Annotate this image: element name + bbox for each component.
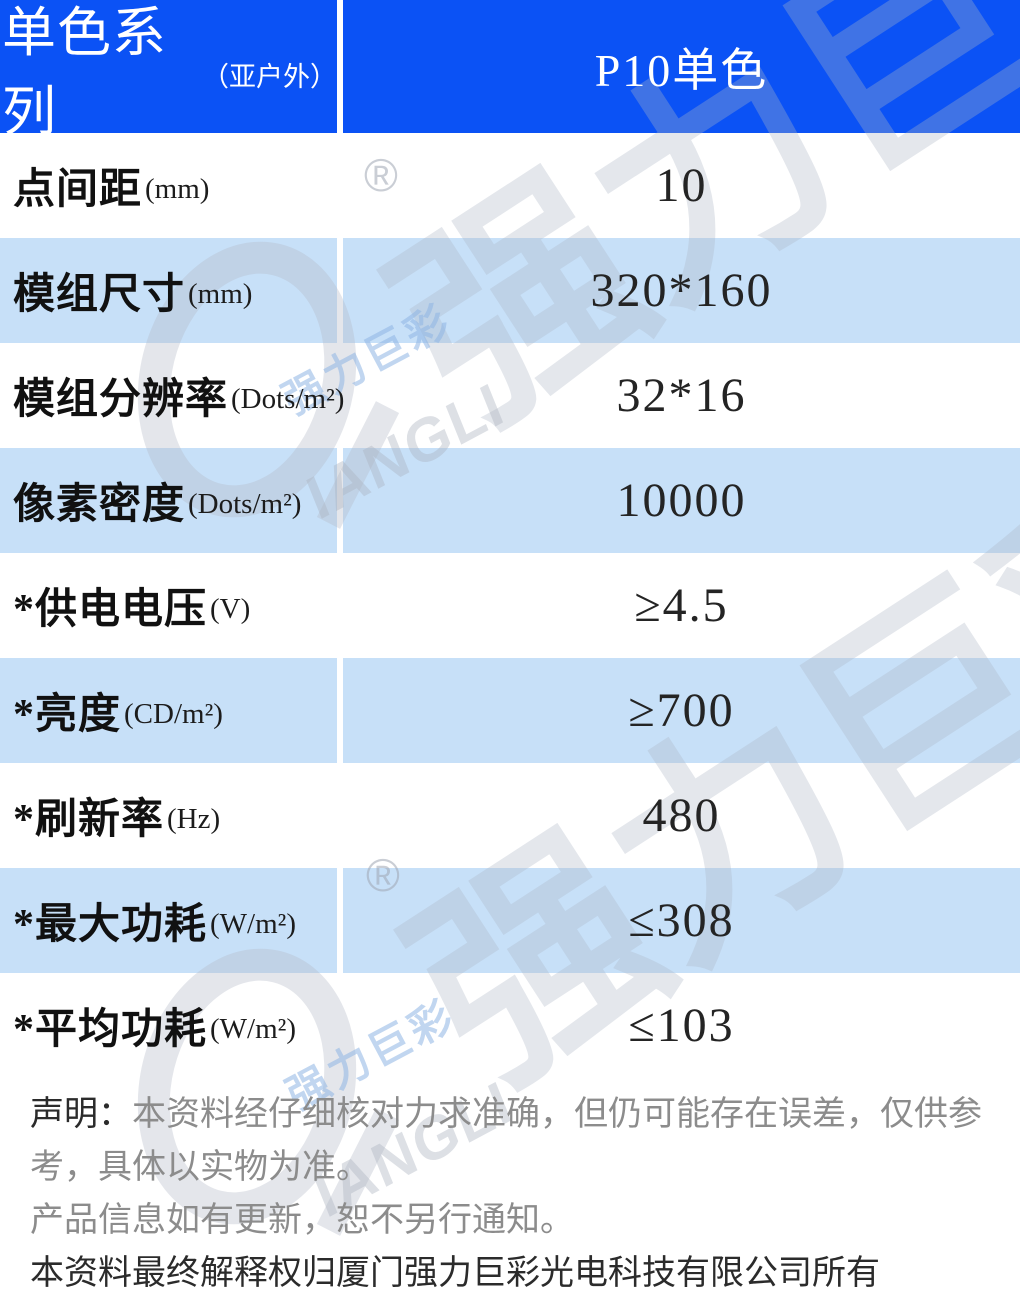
spec-unit: (mm) xyxy=(188,278,253,310)
spec-value-cell: 10000 xyxy=(343,448,1020,553)
spec-value-cell: ≤308 xyxy=(343,868,1020,973)
spec-label-cell: *平均功耗 (W/m²) xyxy=(0,973,337,1078)
spec-unit: (Hz) xyxy=(167,803,221,835)
header-product-cell: P10单色 xyxy=(343,0,1020,133)
spec-value-cell: 480 xyxy=(343,763,1020,868)
spec-unit: (mm) xyxy=(145,173,210,205)
spec-label-cell: 像素密度 (Dots/m²) xyxy=(0,448,337,553)
spec-value: ≥4.5 xyxy=(634,579,729,632)
spec-value-cell: ≥4.5 xyxy=(343,553,1020,658)
disclaimer-paragraph: 声明：本资料经仔细核对力求准确，但仍可能存在误差，仅供参考，具体以实物为准。 xyxy=(30,1088,1010,1194)
spec-row-supply-voltage: *供电电压 (V) ≥4.5 xyxy=(0,553,1020,658)
spec-value-cell: ≥700 xyxy=(343,658,1020,763)
spec-unit: (CD/m²) xyxy=(124,698,223,730)
spec-unit: (W/m²) xyxy=(210,908,297,940)
spec-label: 点间距 xyxy=(13,167,143,213)
spec-row-avg-power: *平均功耗 (W/m²) ≤103 xyxy=(0,973,1020,1078)
spec-label: 模组分辨率 xyxy=(13,377,229,423)
spec-value: 320*160 xyxy=(590,264,773,317)
spec-unit: (W/m²) xyxy=(210,1013,297,1045)
spec-label: 像素密度 xyxy=(13,482,186,528)
update-note: 产品信息如有更新，恕不另行通知。 xyxy=(30,1202,574,1239)
series-subtitle: （亚户外） xyxy=(202,62,337,92)
spec-label: *刷新率 xyxy=(13,797,165,843)
spec-row-pixel-density: 像素密度 (Dots/m²) 10000 xyxy=(0,448,1020,553)
spec-label-cell: 模组分辨率 (Dots/m²) xyxy=(0,343,344,448)
spec-row-refresh-rate: *刷新率 (Hz) 480 xyxy=(0,763,1020,868)
spec-value: 10 xyxy=(655,159,708,212)
spec-label: *亮度 xyxy=(13,692,122,738)
spec-value: ≤103 xyxy=(628,999,735,1052)
spec-label-cell: *刷新率 (Hz) xyxy=(0,763,337,868)
table-header-row: 单色系列 （亚户外） P10单色 xyxy=(0,0,1020,142)
spec-label-cell: *最大功耗 (W/m²) xyxy=(0,868,337,973)
spec-value-cell: 32*16 xyxy=(343,343,1020,448)
spec-label: *平均功耗 xyxy=(13,1007,208,1053)
spec-label-cell: *供电电压 (V) xyxy=(0,553,337,658)
spec-row-pixel-pitch: 点间距 (mm) 10 xyxy=(0,133,1020,238)
disclaimer-body: 本资料经仔细核对力求准确，但仍可能存在误差，仅供参考，具体以实物为准。 xyxy=(30,1096,982,1186)
spec-value: ≤308 xyxy=(628,894,735,947)
spec-label: 模组尺寸 xyxy=(13,272,186,318)
spec-row-max-power: *最大功耗 (W/m²) ≤308 xyxy=(0,868,1020,973)
spec-label: *供电电压 xyxy=(13,587,208,633)
spec-unit: (V) xyxy=(210,593,251,625)
spec-unit: (Dots/m²) xyxy=(231,383,345,415)
spec-value: 10000 xyxy=(616,474,747,527)
spec-value-cell: ≤103 xyxy=(343,973,1020,1078)
spec-row-brightness: *亮度 (CD/m²) ≥700 xyxy=(0,658,1020,763)
footer-notes: 声明：本资料经仔细核对力求准确，但仍可能存在误差，仅供参考，具体以实物为准。 产… xyxy=(0,1078,1020,1293)
spec-value-cell: 320*160 xyxy=(343,238,1020,343)
spec-row-module-resolution: 模组分辨率 (Dots/m²) 32*16 xyxy=(0,343,1020,448)
spec-label-cell: 模组尺寸 (mm) xyxy=(0,238,337,343)
spec-row-module-size: 模组尺寸 (mm) 320*160 xyxy=(0,238,1020,343)
spec-unit: (Dots/m²) xyxy=(188,488,302,520)
spec-label-cell: 点间距 (mm) xyxy=(0,133,337,238)
spec-value: 32*16 xyxy=(616,369,747,422)
spec-label-cell: *亮度 (CD/m²) xyxy=(0,658,337,763)
header-series-cell: 单色系列 （亚户外） xyxy=(0,0,337,142)
spec-value-cell: 10 xyxy=(343,133,1020,238)
rights-note: 本资料最终解释权归厦门强力巨彩光电科技有限公司所有 xyxy=(30,1255,880,1292)
spec-value: 480 xyxy=(642,789,721,842)
spec-label: *最大功耗 xyxy=(13,902,208,948)
disclaimer-label: 声明： xyxy=(30,1096,132,1133)
series-title: 单色系列 xyxy=(2,2,167,142)
spec-value: ≥700 xyxy=(628,684,735,737)
product-name: P10单色 xyxy=(594,44,769,96)
